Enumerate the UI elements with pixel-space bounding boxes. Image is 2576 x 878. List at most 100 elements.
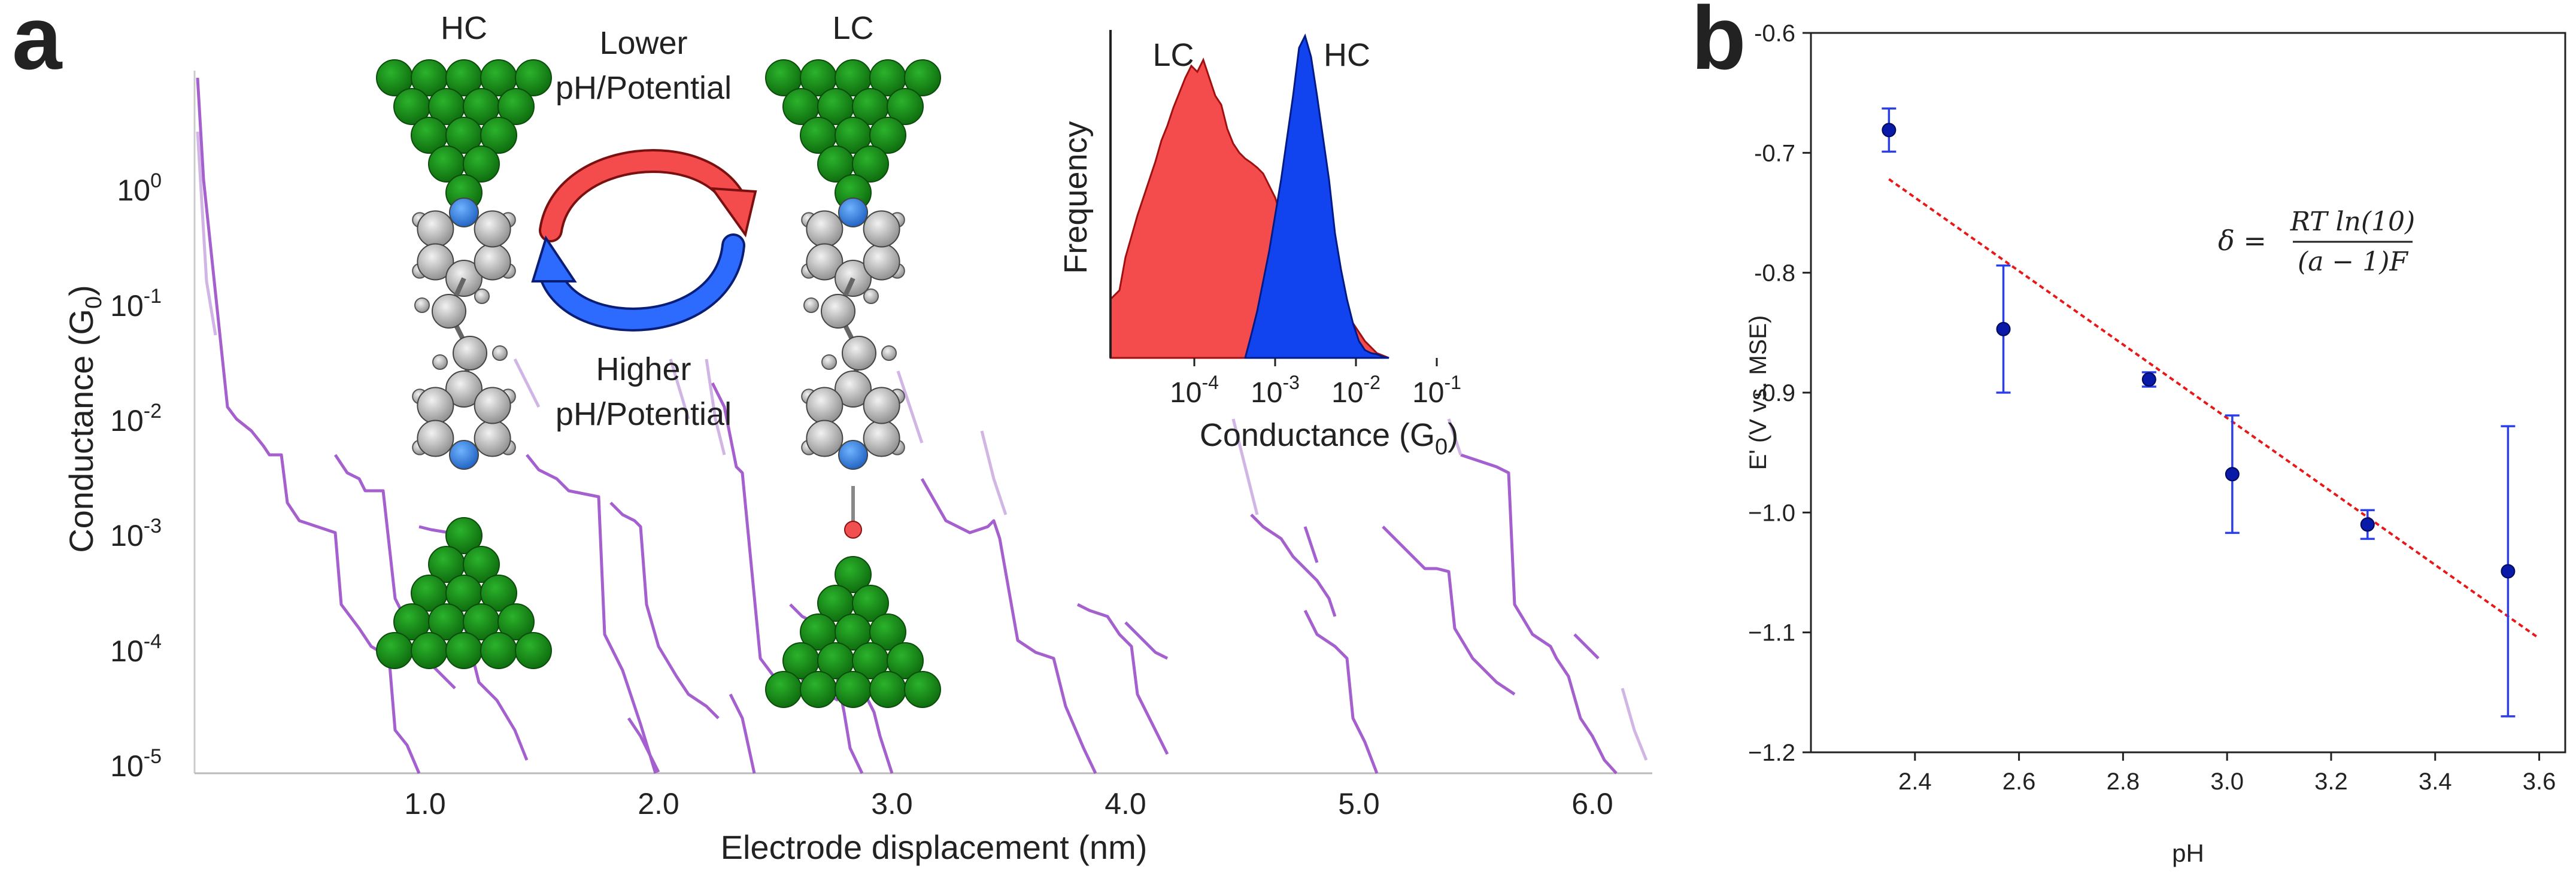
data-point: [1882, 123, 1897, 138]
plot-frame: [1810, 32, 2566, 754]
gold-atom: [765, 671, 802, 708]
equation-lhs: δ =: [2218, 224, 2266, 257]
x-tick-label: 4.0: [1105, 787, 1146, 821]
carbon-atom: [474, 210, 511, 248]
arrow-top-line-2: pH/Potential: [556, 70, 732, 106]
hydrogen-atom: [881, 345, 897, 361]
arrow-top-line-1: Lower: [599, 25, 687, 61]
hydrogen-atom: [803, 297, 819, 313]
carbon-atom: [417, 243, 454, 281]
x-tick-label: 3.2: [2314, 768, 2348, 795]
junction-lc-illustration: [765, 59, 941, 708]
arrow-bottom-line-2: pH/Potential: [556, 396, 732, 432]
trace-19: [1303, 526, 1319, 563]
gold-atom: [800, 671, 837, 708]
gold-atom: [835, 556, 872, 593]
error-bars: [1882, 107, 2516, 718]
junction-hc-label: HC: [441, 10, 487, 46]
carbon-atom: [474, 243, 511, 281]
carbon-atom: [863, 210, 900, 248]
x-tick-label: 3.0: [2210, 768, 2244, 795]
hydrogen-atom: [821, 354, 837, 370]
conductance-traces: [196, 77, 1618, 774]
data-point: [2225, 467, 2240, 482]
trace-5: [609, 502, 720, 719]
inset-x-tick: 10-3: [1251, 372, 1300, 409]
nitrogen-atom: [838, 440, 868, 470]
trace-4: [526, 454, 657, 774]
carbon-atom: [432, 294, 466, 329]
gold-atom: [869, 117, 906, 154]
y-tick-label: −1.0: [1748, 500, 1795, 526]
trace-13: [1124, 621, 1169, 660]
carbon-atom: [806, 210, 844, 248]
y-tick-label: 10-4: [110, 630, 162, 668]
y-axis-label: E' (V vs. MSE): [1745, 315, 1771, 470]
junction-lc-label: LC: [832, 10, 873, 46]
carbon-atom: [821, 294, 855, 329]
gold-atom: [515, 59, 552, 96]
trace-2: [333, 454, 456, 689]
gold-atom: [852, 145, 889, 183]
carbon-atom: [806, 387, 844, 424]
data-point: [2141, 372, 2156, 387]
gold-atom: [904, 59, 941, 96]
gold-atom: [411, 632, 448, 669]
inset-x-tick: 10-4: [1170, 372, 1219, 409]
carbon-atom: [863, 243, 900, 281]
x-tick-labels: 2.4 2.6 2.8 3.0 3.2 3.4 3.6: [1898, 768, 2556, 795]
trace-12: [1076, 603, 1169, 755]
data-point: [2360, 517, 2375, 532]
carbon-atom: [806, 420, 844, 457]
carbon-atom: [445, 370, 483, 408]
trace-1: [196, 77, 421, 774]
gold-atom: [869, 613, 906, 651]
gold-atom: [376, 632, 413, 669]
gold-atom: [480, 575, 517, 612]
x-axis-ticks: 1.0 2.0 3.0 4.0 5.0 6.0: [404, 787, 1613, 821]
gold-atom: [463, 145, 500, 183]
panel-label-b: b: [1691, 0, 1746, 88]
y-tick-label: −1.1: [1748, 620, 1795, 646]
gold-atom: [497, 88, 535, 125]
nitrogen-atom: [449, 198, 479, 227]
gold-atom: [887, 642, 924, 679]
gold-atom: [497, 603, 535, 640]
equation-denominator: (a − 1)F: [2298, 247, 2408, 277]
arrow-bottom-line-1: Higher: [596, 351, 691, 387]
carbon-atom: [863, 387, 900, 424]
carbon-atom: [417, 387, 454, 424]
y-tick-label: 10-2: [110, 400, 162, 438]
gold-atom: [835, 671, 872, 708]
y-axis-label: Conductance (G0): [62, 285, 107, 553]
data-point: [2501, 564, 2516, 579]
carbon-atom: [806, 243, 844, 281]
carbon-atom: [474, 387, 511, 424]
data-point: [1996, 321, 2011, 336]
trace-11: [920, 478, 1097, 774]
x-tick-label: 2.6: [2002, 768, 2036, 795]
data-points: [1882, 123, 2516, 579]
gold-atom: [515, 632, 552, 669]
hydrogen-atom: [863, 288, 879, 304]
oxygen-atom: [844, 521, 862, 539]
red-arrowhead: [709, 187, 757, 238]
inset-y-label: Frequency: [1058, 121, 1094, 274]
x-tick-label: 3.0: [871, 787, 913, 821]
x-axis-label: Electrode displacement (nm): [721, 828, 1148, 866]
switch-arrows: [531, 149, 757, 332]
y-tick-label: −1.2: [1748, 740, 1795, 766]
inset-x-label: Conductance (G0): [1200, 417, 1458, 460]
inset-histogram: [1109, 30, 1438, 366]
delta-equation: δ = RT ln(10) (a − 1)F: [2218, 206, 2415, 277]
trace-15: [1303, 609, 1379, 774]
hydrogen-atom: [474, 288, 490, 304]
gold-atom: [887, 88, 924, 125]
hydrogen-atom: [492, 345, 508, 361]
y-tick-label: -0.9: [1754, 380, 1795, 406]
panel-b-potential-vs-ph: 2.4 2.6 2.8 3.0 3.2 3.4 3.6 -0.6 -0.7 -0.8 -0.9 −1…: [1745, 20, 2566, 867]
x-tick-label: 1.0: [404, 787, 446, 821]
trace-14: [1250, 514, 1337, 617]
carbon-atom: [417, 420, 454, 457]
